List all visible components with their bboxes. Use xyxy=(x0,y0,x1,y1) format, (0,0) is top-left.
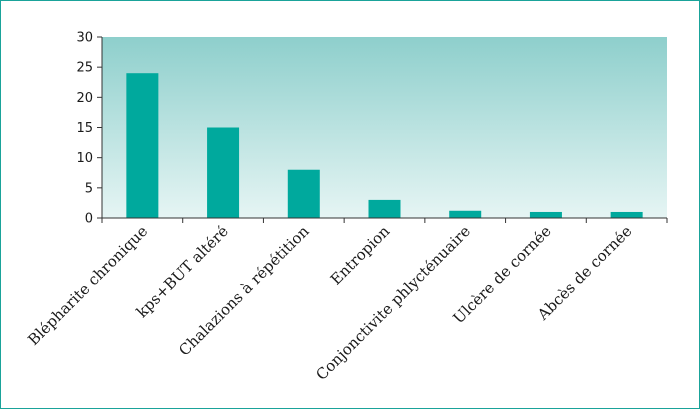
bar xyxy=(449,210,482,218)
bar xyxy=(126,73,159,218)
x-category-label: Conjonctivite phlycténuaire xyxy=(312,222,474,384)
y-tick-label: 0 xyxy=(85,212,93,227)
y-tick-label: 20 xyxy=(76,91,93,106)
y-tick-label: 15 xyxy=(76,121,93,136)
y-axis: 0 5 10 15 20 25 30 xyxy=(76,31,103,227)
y-tick-label: 25 xyxy=(76,61,93,76)
y-tick-label: 10 xyxy=(76,151,93,166)
y-tick-label: 5 xyxy=(85,181,93,196)
y-tick-label: 30 xyxy=(76,31,93,46)
bar xyxy=(529,211,562,218)
bar xyxy=(368,199,401,218)
x-category-label: Chalazions à répétition xyxy=(175,222,313,360)
plot-area xyxy=(102,37,667,218)
x-category-label: Blépharite chronique xyxy=(24,222,151,349)
bar xyxy=(207,127,240,218)
x-category-label: Entropion xyxy=(327,222,394,289)
bar xyxy=(287,169,320,218)
bar xyxy=(610,211,643,218)
bars-group xyxy=(126,73,643,218)
